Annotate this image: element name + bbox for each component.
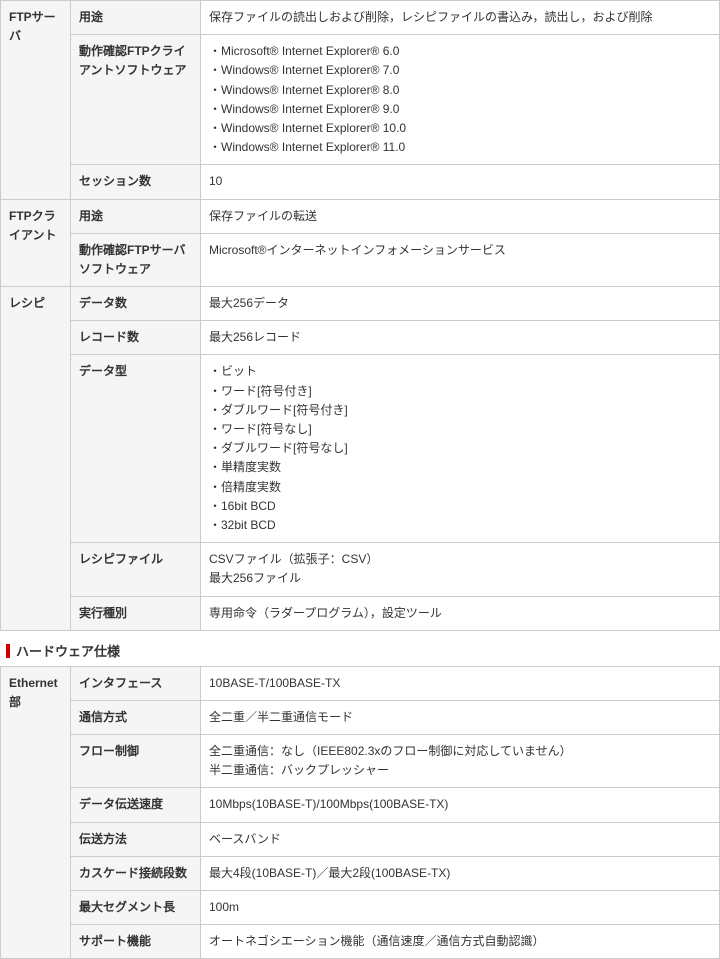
value-cell: 専用命令（ラダープログラム），設定ツール — [201, 596, 720, 630]
value-line: 最大256ファイル — [209, 569, 711, 588]
value-cell: 10BASE-T/100BASE-TX — [201, 666, 720, 700]
value-cell: 100m — [201, 891, 720, 925]
label-cell: 動作確認FTPサーバソフトウェア — [71, 233, 201, 286]
group-cell: Ethernet部 — [1, 666, 71, 959]
value-line: ・Windows® Internet Explorer® 11.0 — [209, 138, 711, 157]
table-row: 通信方式全二重／半二重通信モード — [1, 700, 720, 734]
value-cell: 保存ファイルの読出しおよび削除，レシピファイルの書込み，読出し，および削除 — [201, 1, 720, 35]
value-line: 半二重通信：バックプレッシャー — [209, 761, 711, 780]
group-cell: レシピ — [1, 287, 71, 631]
value-cell: 全二重／半二重通信モード — [201, 700, 720, 734]
label-cell: カスケード接続段数 — [71, 856, 201, 890]
heading-bar-icon — [6, 644, 10, 658]
spec-table-2: Ethernet部インタフェース10BASE-T/100BASE-TX通信方式全… — [0, 666, 720, 959]
label-cell: インタフェース — [71, 666, 201, 700]
table-row: 動作確認FTPサーバソフトウェアMicrosoft®インターネットインフォメーシ… — [1, 233, 720, 286]
value-cell: 最大256レコード — [201, 321, 720, 355]
value-cell: オートネゴシエーション機能（通信速度／通信方式自動認識） — [201, 925, 720, 959]
value-line: ・倍精度実数 — [209, 478, 711, 497]
label-cell: データ型 — [71, 355, 201, 543]
label-cell: フロー制御 — [71, 735, 201, 788]
label-cell: データ数 — [71, 287, 201, 321]
value-line: 全二重通信：なし（IEEE802.3xのフロー制御に対応していません） — [209, 742, 711, 761]
group-cell: FTPクライアント — [1, 199, 71, 287]
value-line: CSVファイル（拡張子：CSV） — [209, 550, 711, 569]
value-cell: 全二重通信：なし（IEEE802.3xのフロー制御に対応していません）半二重通信… — [201, 735, 720, 788]
label-cell: セッション数 — [71, 165, 201, 199]
value-line: ・Windows® Internet Explorer® 10.0 — [209, 119, 711, 138]
value-cell: 最大256データ — [201, 287, 720, 321]
section-heading-label: ハードウェア仕様 — [16, 644, 120, 659]
table-row: FTPクライアント用途保存ファイルの転送 — [1, 199, 720, 233]
value-cell: 最大4段(10BASE-T)／最大2段(100BASE-TX) — [201, 856, 720, 890]
table-row: フロー制御全二重通信：なし（IEEE802.3xのフロー制御に対応していません）… — [1, 735, 720, 788]
table-row: 最大セグメント長100m — [1, 891, 720, 925]
value-cell: 10 — [201, 165, 720, 199]
label-cell: 実行種別 — [71, 596, 201, 630]
value-line: ・Windows® Internet Explorer® 7.0 — [209, 61, 711, 80]
table-row: レコード数最大256レコード — [1, 321, 720, 355]
value-line: ・ワード[符号なし] — [209, 420, 711, 439]
table-row: FTPサーバ用途保存ファイルの読出しおよび削除，レシピファイルの書込み，読出し，… — [1, 1, 720, 35]
table-row: カスケード接続段数最大4段(10BASE-T)／最大2段(100BASE-TX) — [1, 856, 720, 890]
label-cell: 通信方式 — [71, 700, 201, 734]
label-cell: データ伝送速度 — [71, 788, 201, 822]
table-row: データ伝送速度10Mbps(10BASE-T)/100Mbps(100BASE-… — [1, 788, 720, 822]
value-line: ・Windows® Internet Explorer® 8.0 — [209, 81, 711, 100]
value-cell: ・ビット・ワード[符号付き]・ダブルワード[符号付き]・ワード[符号なし]・ダブ… — [201, 355, 720, 543]
value-line: ・ダブルワード[符号付き] — [209, 401, 711, 420]
value-cell: 保存ファイルの転送 — [201, 199, 720, 233]
label-cell: 用途 — [71, 1, 201, 35]
value-line: ・16bit BCD — [209, 497, 711, 516]
value-line: ・ワード[符号付き] — [209, 382, 711, 401]
value-line: ・ダブルワード[符号なし] — [209, 439, 711, 458]
table-row: セッション数10 — [1, 165, 720, 199]
section-heading-hardware: ハードウェア仕様 — [0, 631, 720, 666]
value-cell: 10Mbps(10BASE-T)/100Mbps(100BASE-TX) — [201, 788, 720, 822]
table-row: サポート機能オートネゴシエーション機能（通信速度／通信方式自動認識） — [1, 925, 720, 959]
label-cell: レシピファイル — [71, 543, 201, 596]
table-row: 伝送方法ベースバンド — [1, 822, 720, 856]
value-cell: ・Microsoft® Internet Explorer® 6.0・Windo… — [201, 35, 720, 165]
table-row: 動作確認FTPクライアントソフトウェア・Microsoft® Internet … — [1, 35, 720, 165]
value-cell: CSVファイル（拡張子：CSV）最大256ファイル — [201, 543, 720, 596]
label-cell: 伝送方法 — [71, 822, 201, 856]
label-cell: 用途 — [71, 199, 201, 233]
group-cell: FTPサーバ — [1, 1, 71, 200]
table-row: 実行種別専用命令（ラダープログラム），設定ツール — [1, 596, 720, 630]
table-row: データ型・ビット・ワード[符号付き]・ダブルワード[符号付き]・ワード[符号なし… — [1, 355, 720, 543]
table-row: レシピデータ数最大256データ — [1, 287, 720, 321]
table-row: レシピファイルCSVファイル（拡張子：CSV）最大256ファイル — [1, 543, 720, 596]
label-cell: レコード数 — [71, 321, 201, 355]
value-line: ・ビット — [209, 362, 711, 381]
label-cell: 最大セグメント長 — [71, 891, 201, 925]
label-cell: 動作確認FTPクライアントソフトウェア — [71, 35, 201, 165]
label-cell: サポート機能 — [71, 925, 201, 959]
value-line: ・Microsoft® Internet Explorer® 6.0 — [209, 42, 711, 61]
table-row: Ethernet部インタフェース10BASE-T/100BASE-TX — [1, 666, 720, 700]
value-line: ・単精度実数 — [209, 458, 711, 477]
value-cell: ベースバンド — [201, 822, 720, 856]
value-line: ・32bit BCD — [209, 516, 711, 535]
spec-table-1: FTPサーバ用途保存ファイルの読出しおよび削除，レシピファイルの書込み，読出し，… — [0, 0, 720, 631]
value-line: ・Windows® Internet Explorer® 9.0 — [209, 100, 711, 119]
value-cell: Microsoft®インターネットインフォメーションサービス — [201, 233, 720, 286]
